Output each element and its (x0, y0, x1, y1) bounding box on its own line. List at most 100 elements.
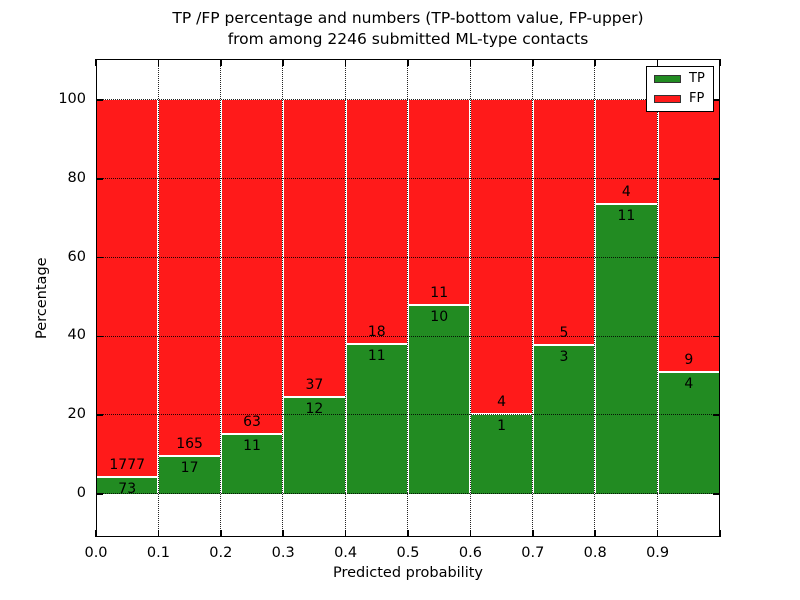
y-tick-label: 40 (67, 327, 86, 344)
v-gridline (594, 59, 596, 537)
tp-count-label: 12 (305, 400, 324, 417)
x-axis-label: Predicted probability (332, 565, 484, 581)
x-tick-bottom (344, 530, 347, 537)
x-tick-bottom (656, 530, 659, 537)
x-tick-bottom (469, 530, 472, 537)
plot-area: 1777 73 165 17 63 11 37 12 18 11 11 10 4 1 5 3 4 11 9 4 (95, 59, 721, 537)
tp-count-label: 3 (559, 349, 569, 366)
x-tick-bottom (719, 530, 721, 537)
y-axis-label: Percentage (34, 257, 50, 339)
legend-swatch-tp (654, 75, 681, 83)
chart-title-line1: TP /FP percentage and numbers (TP-bottom… (172, 9, 644, 27)
legend-entry: TP (654, 72, 705, 86)
tp-count-label: 10 (430, 309, 449, 326)
x-tick-top (469, 59, 472, 66)
bar-segment-tp (596, 205, 657, 494)
x-tick-top (344, 59, 347, 66)
chart-title-line2: from among 2246 submitted ML-type contac… (227, 30, 589, 48)
bar-segment-tp (159, 457, 220, 494)
bar-segment-fp (658, 100, 719, 371)
legend-box: TP FP (646, 66, 714, 112)
bar-segment-fp (409, 100, 470, 305)
y-tick-left (96, 99, 103, 101)
tp-count-label: 17 (180, 460, 199, 477)
x-tick-top (719, 59, 721, 66)
x-tick-top (282, 59, 284, 66)
x-tick-label: 0.3 (271, 545, 295, 561)
fp-count-label: 18 (367, 323, 386, 340)
x-tick-label: 0.1 (146, 545, 170, 561)
fp-count-label: 4 (497, 394, 507, 411)
x-tick-label: 0.6 (458, 545, 482, 561)
bar-segment-fp (97, 100, 158, 477)
v-gridline (282, 59, 284, 537)
x-tick-top (656, 59, 659, 66)
y-tick-label: 0 (76, 485, 86, 501)
y-tick-left (96, 414, 103, 416)
bar-segment-tp (284, 397, 345, 494)
x-tick-bottom (594, 530, 596, 537)
bar-segment-fp (284, 100, 345, 396)
bar-segment-tp (658, 372, 719, 494)
bar-segment-fp (533, 100, 595, 345)
x-tick-top (220, 59, 222, 66)
y-tick-right (713, 493, 720, 495)
x-tick-label: 0.7 (521, 545, 545, 561)
bar-segment-tp (471, 415, 532, 494)
v-gridline (656, 59, 658, 537)
v-gridline (157, 59, 159, 537)
x-tick-top (532, 59, 534, 66)
legend-label: TP (689, 71, 705, 86)
x-tick-label: 0.2 (209, 545, 233, 561)
bar-segment-tp (97, 478, 158, 494)
fp-count-label: 11 (430, 285, 449, 302)
fp-count-label: 165 (176, 436, 203, 453)
bar-segment-fp (471, 100, 532, 414)
x-tick-label: 0.0 (84, 545, 108, 561)
tp-count-label: 1 (497, 418, 507, 435)
x-tick-label: 0.8 (583, 545, 607, 561)
tp-count-label: 11 (617, 208, 636, 225)
v-gridline (407, 59, 409, 537)
legend-swatch-fp (654, 95, 681, 103)
bar-segment-tp (221, 435, 283, 494)
y-tick-label: 60 (67, 248, 86, 265)
x-tick-top (594, 59, 596, 66)
x-tick-bottom (407, 530, 409, 537)
fp-count-label: 37 (305, 376, 324, 393)
tp-count-label: 11 (243, 438, 261, 455)
x-tick-label: 0.5 (396, 545, 420, 561)
y-tick-label: 80 (67, 169, 86, 186)
tp-count-label: 11 (367, 347, 386, 364)
y-tick-left (96, 493, 103, 495)
v-gridline (344, 59, 346, 537)
bar-segment-tp (533, 346, 595, 494)
y-tick-right (713, 335, 720, 338)
x-tick-label: 0.4 (334, 545, 358, 561)
fp-count-label: 1777 (109, 457, 146, 474)
y-tick-right (713, 414, 720, 416)
bar-segment-fp (221, 100, 283, 434)
v-gridline (532, 59, 534, 537)
legend-label: FP (689, 91, 705, 106)
v-gridline (469, 59, 471, 537)
v-gridline (220, 59, 222, 537)
bar-segment-tp (346, 344, 407, 494)
y-tick-left (96, 256, 103, 259)
y-tick-right (713, 256, 720, 259)
x-tick-label: 0.9 (646, 545, 670, 561)
bar-segment-tp (409, 306, 470, 494)
y-tick-left (96, 178, 103, 180)
y-tick-right (713, 99, 720, 101)
y-tick-label: 20 (67, 406, 86, 423)
x-tick-top (157, 59, 160, 66)
bar-segment-fp (159, 100, 220, 456)
bar-segment-fp (596, 100, 657, 204)
x-tick-bottom (157, 530, 160, 537)
y-tick-right (713, 178, 720, 180)
fp-count-label: 4 (621, 184, 631, 201)
fp-count-label: 5 (559, 325, 569, 342)
x-tick-bottom (282, 530, 284, 537)
x-tick-top (407, 59, 409, 66)
